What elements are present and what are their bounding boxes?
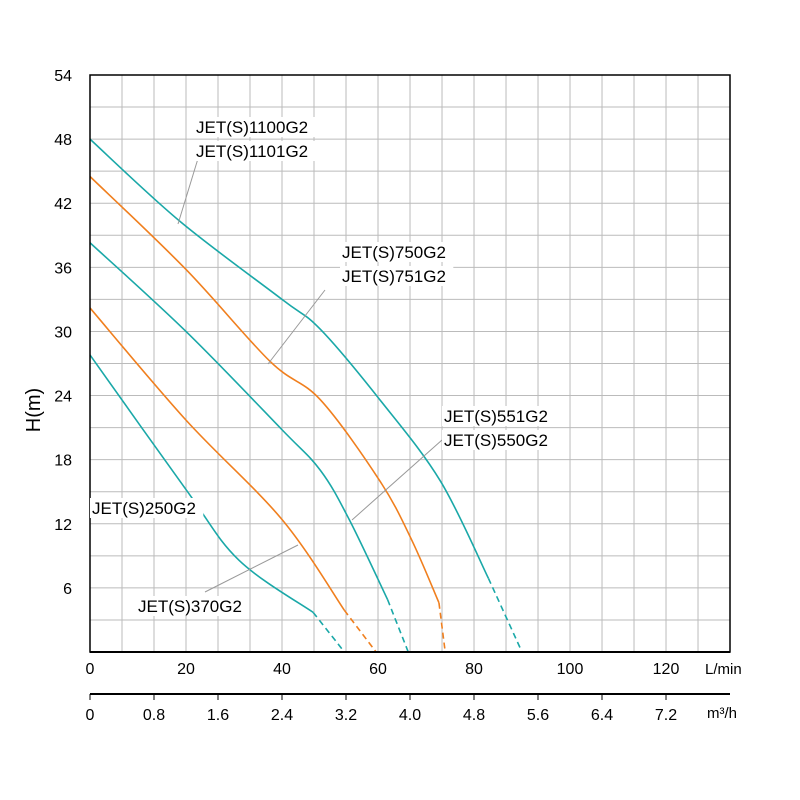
x2-tick-label: 4.8 <box>463 707 485 724</box>
curve-dashed-3 <box>343 609 377 653</box>
curve-4 <box>89 354 314 614</box>
label-background <box>194 117 318 137</box>
label-background <box>442 406 556 426</box>
y-tick-label: 48 <box>54 132 72 149</box>
curve-dashed-2 <box>386 599 409 653</box>
label-background <box>194 141 318 161</box>
grid <box>90 75 730 652</box>
y-tick-label: 18 <box>54 453 72 470</box>
curve-3 <box>89 307 346 611</box>
x-tick-label: 60 <box>369 661 387 678</box>
y-tick-label: 36 <box>54 260 72 277</box>
label-background <box>442 430 556 450</box>
y-tick-label: 6 <box>63 581 72 598</box>
y-tick-label: 42 <box>54 196 72 213</box>
y-tick-label: 54 <box>54 68 72 85</box>
y-tick-label: 30 <box>54 324 72 341</box>
x2-tick-label: 7.2 <box>655 707 677 724</box>
x2-tick-label: 0 <box>86 707 95 724</box>
x2-tick-label: 0.8 <box>143 707 165 724</box>
curves <box>89 138 523 653</box>
x2-tick-label: 4.0 <box>399 707 421 724</box>
label-background <box>136 596 250 616</box>
leader-line <box>267 289 326 365</box>
series-label: JET(S)750G2 <box>342 243 446 262</box>
x2-tick-label: 2.4 <box>271 707 293 724</box>
curve-dashed-4 <box>312 611 346 653</box>
x-tick-label: 40 <box>273 661 291 678</box>
curve-dashed-1 <box>438 602 447 653</box>
series-label: JET(S)751G2 <box>342 267 446 286</box>
leader-line <box>351 439 443 521</box>
y-tick-label: 12 <box>54 517 72 534</box>
x-tick-label: 20 <box>177 661 195 678</box>
curve-2 <box>89 242 389 600</box>
series-label: JET(S)1100G2 <box>196 118 308 137</box>
curve-0 <box>89 138 490 579</box>
leader-line <box>204 544 299 593</box>
series-label: JET(S)550G2 <box>444 431 548 450</box>
series-label: JET(S)250G2 <box>92 499 196 518</box>
series-label: JET(S)551G2 <box>444 407 548 426</box>
leader-line <box>177 151 201 225</box>
x2-axis-unit: m³/h <box>707 705 737 722</box>
y-tick-label: 24 <box>54 389 72 406</box>
label-background <box>90 498 204 518</box>
axes: 6 12 18 24 30 36 42 48 54 0 20 40 60 80 100 120 0 0.8 1.6 2… <box>54 68 731 724</box>
x-axis-unit: L/min <box>705 661 742 678</box>
series-label: JET(S)370G2 <box>138 597 242 616</box>
curve-dashed-0 <box>487 577 523 653</box>
x-tick-label: 0 <box>86 661 95 678</box>
y-axis-label: H(m) <box>23 388 45 432</box>
series-label: JET(S)1101G2 <box>196 142 308 161</box>
x-tick-label: 120 <box>653 661 680 678</box>
annotations: JET(S)1100G2 JET(S)1101G2 JET(S)750G2 JET(S… <box>90 117 556 616</box>
curve-1 <box>89 175 440 604</box>
label-background <box>340 266 454 286</box>
x2-tick-label: 1.6 <box>207 707 229 724</box>
x2-tick-label: 6.4 <box>591 707 613 724</box>
x-tick-label: 100 <box>557 661 584 678</box>
label-background <box>340 242 454 262</box>
x-tick-label: 80 <box>465 661 483 678</box>
x2-tick-label: 3.2 <box>335 707 357 724</box>
x2-tick-label: 5.6 <box>527 707 549 724</box>
